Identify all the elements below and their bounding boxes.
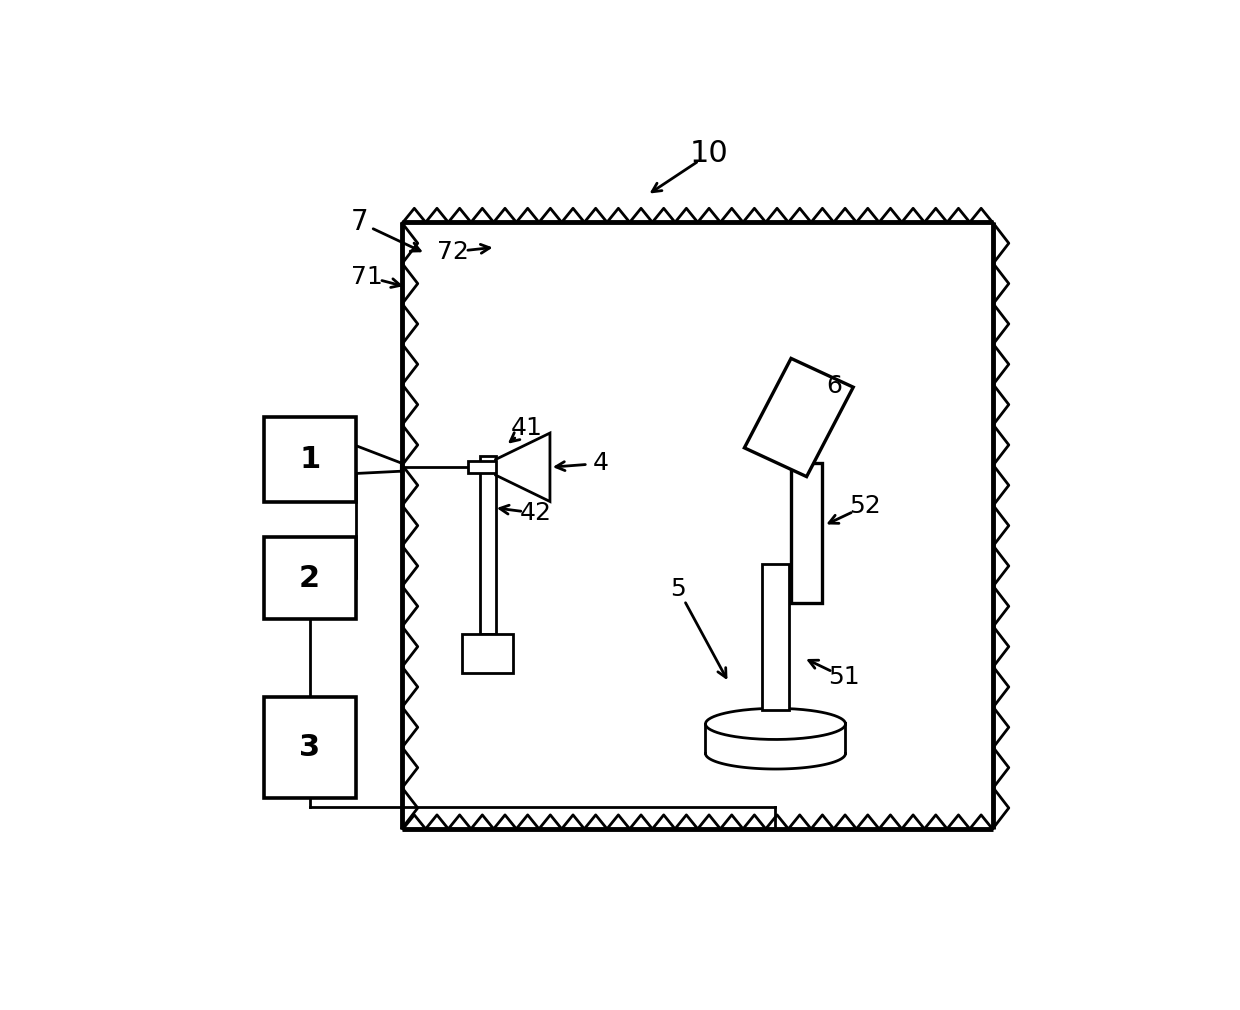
Bar <box>264 697 356 798</box>
Bar <box>469 461 496 474</box>
Text: 1: 1 <box>299 445 320 474</box>
Text: 42: 42 <box>520 501 552 525</box>
Text: 72: 72 <box>436 239 469 264</box>
Bar <box>791 464 822 603</box>
Text: 5: 5 <box>671 578 686 601</box>
Text: 7: 7 <box>351 208 368 236</box>
Text: 52: 52 <box>849 494 880 518</box>
Text: 51: 51 <box>828 666 859 689</box>
Polygon shape <box>744 359 853 477</box>
Bar <box>463 634 513 674</box>
Text: 3: 3 <box>299 732 320 762</box>
Text: 71: 71 <box>351 265 383 289</box>
Bar <box>264 417 356 502</box>
Bar <box>480 456 496 634</box>
Text: 6: 6 <box>826 374 842 398</box>
Text: 4: 4 <box>593 451 609 476</box>
Text: 10: 10 <box>689 139 729 169</box>
Text: 2: 2 <box>299 564 320 593</box>
Polygon shape <box>496 433 551 502</box>
Text: 41: 41 <box>511 416 543 440</box>
Bar <box>264 537 356 619</box>
Bar <box>763 565 789 710</box>
